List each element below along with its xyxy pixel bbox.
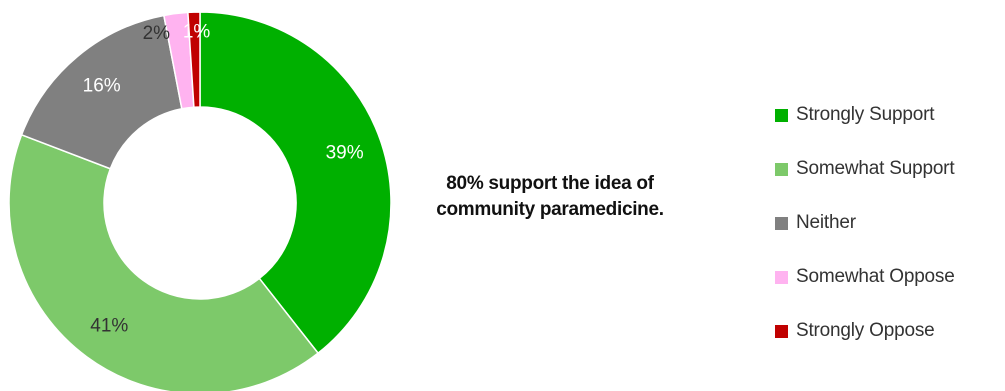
slice-label-neither: 16% xyxy=(83,75,121,96)
legend-swatch-strongly-oppose xyxy=(775,324,788,338)
legend-item-strongly-oppose: Strongly Oppose xyxy=(775,304,1005,358)
slice-neither xyxy=(20,14,183,170)
slice-somewhat-support xyxy=(8,133,320,391)
legend-swatch-somewhat-oppose xyxy=(775,270,788,284)
legend-swatch-neither xyxy=(775,216,788,230)
slice-label-somewhat-support: 41% xyxy=(90,316,128,337)
slice-label-strongly-support: 39% xyxy=(326,142,364,163)
legend-label-neither: Neither xyxy=(796,212,856,233)
slice-strongly-oppose xyxy=(187,11,201,108)
chart-annotation: 80% support the idea of community parame… xyxy=(405,171,695,223)
annotation-line-2: community paramedicine. xyxy=(436,199,664,220)
legend-label-strongly-oppose: Strongly Oppose xyxy=(796,320,935,341)
slice-label-somewhat-oppose: 2% xyxy=(143,23,171,44)
legend-item-somewhat-oppose: Somewhat Oppose xyxy=(775,250,1005,304)
legend-item-neither: Neither xyxy=(775,196,1005,250)
slice-strongly-support xyxy=(199,11,392,355)
slice-label-strongly-oppose: 1% xyxy=(183,22,211,43)
legend-swatch-strongly-support xyxy=(775,108,788,122)
legend-item-somewhat-support: Somewhat Support xyxy=(775,142,1005,196)
legend-label-somewhat-support: Somewhat Support xyxy=(796,158,955,179)
legend-label-strongly-support: Strongly Support xyxy=(796,104,935,125)
legend-label-somewhat-oppose: Somewhat Oppose xyxy=(796,266,955,287)
legend: Strongly Support Somewhat Support Neithe… xyxy=(775,88,1005,358)
legend-item-strongly-support: Strongly Support xyxy=(775,88,1005,142)
annotation-line-1: 80% support the idea of xyxy=(446,173,654,194)
legend-swatch-somewhat-support xyxy=(775,162,788,176)
